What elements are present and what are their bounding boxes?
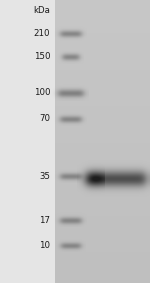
Text: 100: 100 xyxy=(34,88,50,97)
Text: 70: 70 xyxy=(39,114,50,123)
Text: 150: 150 xyxy=(34,52,50,61)
Text: 10: 10 xyxy=(39,241,50,250)
Text: 35: 35 xyxy=(39,171,50,181)
Text: 210: 210 xyxy=(34,29,50,38)
Text: 17: 17 xyxy=(39,216,50,225)
Text: kDa: kDa xyxy=(33,6,50,15)
